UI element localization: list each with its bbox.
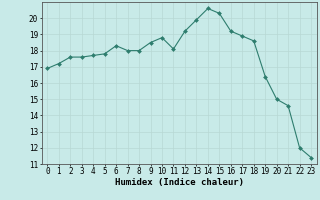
X-axis label: Humidex (Indice chaleur): Humidex (Indice chaleur) bbox=[115, 178, 244, 187]
